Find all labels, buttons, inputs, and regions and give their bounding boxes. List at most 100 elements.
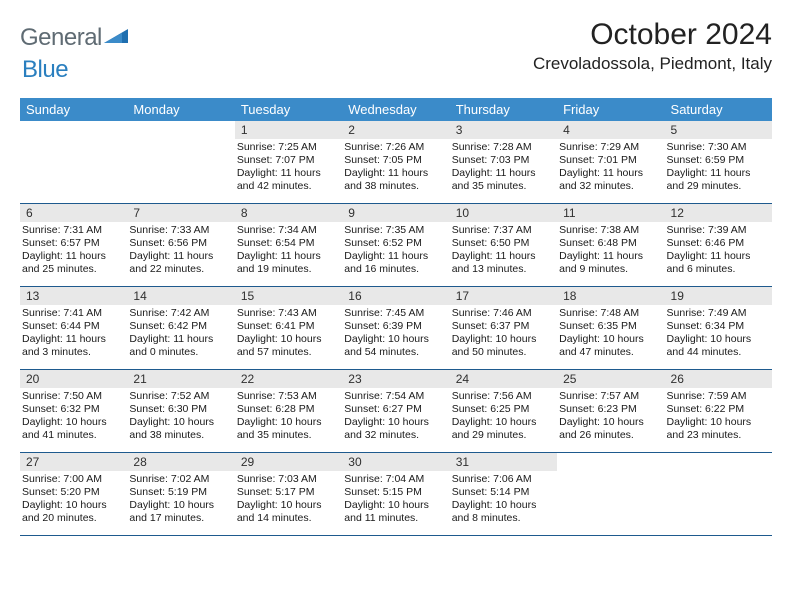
- day-number: 30: [342, 453, 449, 471]
- day-number: 4: [557, 121, 664, 139]
- daylight-line-2: and 11 minutes.: [344, 512, 445, 525]
- sunrise-line: Sunrise: 7:42 AM: [129, 307, 230, 320]
- sunset-line: Sunset: 7:03 PM: [452, 154, 553, 167]
- day-number: 18: [557, 287, 664, 305]
- sunrise-line: Sunrise: 7:43 AM: [237, 307, 338, 320]
- sunset-line: Sunset: 6:34 PM: [667, 320, 768, 333]
- day-cell: 29Sunrise: 7:03 AMSunset: 5:17 PMDayligh…: [235, 453, 342, 535]
- sunrise-line: Sunrise: 7:48 AM: [559, 307, 660, 320]
- day-cell: 20Sunrise: 7:50 AMSunset: 6:32 PMDayligh…: [20, 370, 127, 452]
- daylight-line-1: Daylight: 11 hours: [129, 250, 230, 263]
- sunset-line: Sunset: 5:15 PM: [344, 486, 445, 499]
- sunset-line: Sunset: 6:28 PM: [237, 403, 338, 416]
- sunset-line: Sunset: 6:22 PM: [667, 403, 768, 416]
- logo: General: [20, 24, 130, 52]
- sunrise-line: Sunrise: 7:30 AM: [667, 141, 768, 154]
- day-cell: 8Sunrise: 7:34 AMSunset: 6:54 PMDaylight…: [235, 204, 342, 286]
- day-cell: 30Sunrise: 7:04 AMSunset: 5:15 PMDayligh…: [342, 453, 449, 535]
- daylight-line-1: Daylight: 11 hours: [237, 167, 338, 180]
- day-content: Sunrise: 7:57 AMSunset: 6:23 PMDaylight:…: [557, 388, 664, 445]
- sunset-line: Sunset: 6:54 PM: [237, 237, 338, 250]
- sunset-line: Sunset: 6:52 PM: [344, 237, 445, 250]
- daylight-line-2: and 42 minutes.: [237, 180, 338, 193]
- sunrise-line: Sunrise: 7:53 AM: [237, 390, 338, 403]
- daylight-line-2: and 32 minutes.: [559, 180, 660, 193]
- day-cell: 10Sunrise: 7:37 AMSunset: 6:50 PMDayligh…: [450, 204, 557, 286]
- day-number: 11: [557, 204, 664, 222]
- day-number: 1: [235, 121, 342, 139]
- day-content: Sunrise: 7:34 AMSunset: 6:54 PMDaylight:…: [235, 222, 342, 279]
- daylight-line-1: Daylight: 10 hours: [22, 499, 123, 512]
- daylight-line-1: Daylight: 10 hours: [129, 416, 230, 429]
- day-cell: 14Sunrise: 7:42 AMSunset: 6:42 PMDayligh…: [127, 287, 234, 369]
- day-content: Sunrise: 7:43 AMSunset: 6:41 PMDaylight:…: [235, 305, 342, 362]
- daylight-line-2: and 3 minutes.: [22, 346, 123, 359]
- day-cell: 25Sunrise: 7:57 AMSunset: 6:23 PMDayligh…: [557, 370, 664, 452]
- dow-thursday: Thursday: [450, 98, 557, 121]
- day-cell: 21Sunrise: 7:52 AMSunset: 6:30 PMDayligh…: [127, 370, 234, 452]
- day-content: Sunrise: 7:52 AMSunset: 6:30 PMDaylight:…: [127, 388, 234, 445]
- sunset-line: Sunset: 6:46 PM: [667, 237, 768, 250]
- day-number: 23: [342, 370, 449, 388]
- day-cell: 26Sunrise: 7:59 AMSunset: 6:22 PMDayligh…: [665, 370, 772, 452]
- day-number: 12: [665, 204, 772, 222]
- daylight-line-1: Daylight: 11 hours: [22, 250, 123, 263]
- daylight-line-2: and 44 minutes.: [667, 346, 768, 359]
- daylight-line-2: and 22 minutes.: [129, 263, 230, 276]
- day-cell: 28Sunrise: 7:02 AMSunset: 5:19 PMDayligh…: [127, 453, 234, 535]
- sunset-line: Sunset: 6:50 PM: [452, 237, 553, 250]
- daylight-line-1: Daylight: 10 hours: [344, 333, 445, 346]
- daylight-line-2: and 35 minutes.: [452, 180, 553, 193]
- day-number: 5: [665, 121, 772, 139]
- day-content: Sunrise: 7:03 AMSunset: 5:17 PMDaylight:…: [235, 471, 342, 528]
- daylight-line-1: Daylight: 10 hours: [344, 416, 445, 429]
- sunrise-line: Sunrise: 7:25 AM: [237, 141, 338, 154]
- day-cell: 24Sunrise: 7:56 AMSunset: 6:25 PMDayligh…: [450, 370, 557, 452]
- daylight-line-1: Daylight: 11 hours: [452, 250, 553, 263]
- day-cell: 17Sunrise: 7:46 AMSunset: 6:37 PMDayligh…: [450, 287, 557, 369]
- sunset-line: Sunset: 5:14 PM: [452, 486, 553, 499]
- sunrise-line: Sunrise: 7:28 AM: [452, 141, 553, 154]
- sunrise-line: Sunrise: 7:26 AM: [344, 141, 445, 154]
- day-content: Sunrise: 7:46 AMSunset: 6:37 PMDaylight:…: [450, 305, 557, 362]
- week-row: ..1Sunrise: 7:25 AMSunset: 7:07 PMDaylig…: [20, 121, 772, 204]
- sunrise-line: Sunrise: 7:35 AM: [344, 224, 445, 237]
- sunrise-line: Sunrise: 7:45 AM: [344, 307, 445, 320]
- daylight-line-2: and 29 minutes.: [667, 180, 768, 193]
- day-content: Sunrise: 7:56 AMSunset: 6:25 PMDaylight:…: [450, 388, 557, 445]
- day-number: 24: [450, 370, 557, 388]
- day-content: Sunrise: 7:28 AMSunset: 7:03 PMDaylight:…: [450, 139, 557, 196]
- sunrise-line: Sunrise: 7:39 AM: [667, 224, 768, 237]
- day-number: 28: [127, 453, 234, 471]
- daylight-line-2: and 32 minutes.: [344, 429, 445, 442]
- sunset-line: Sunset: 7:05 PM: [344, 154, 445, 167]
- day-number: 14: [127, 287, 234, 305]
- day-cell: .: [127, 121, 234, 203]
- week-row: 13Sunrise: 7:41 AMSunset: 6:44 PMDayligh…: [20, 287, 772, 370]
- daylight-line-1: Daylight: 10 hours: [237, 499, 338, 512]
- week-row: 20Sunrise: 7:50 AMSunset: 6:32 PMDayligh…: [20, 370, 772, 453]
- daylight-line-1: Daylight: 11 hours: [22, 333, 123, 346]
- sunset-line: Sunset: 5:17 PM: [237, 486, 338, 499]
- daylight-line-2: and 54 minutes.: [344, 346, 445, 359]
- day-number: 22: [235, 370, 342, 388]
- day-cell: 1Sunrise: 7:25 AMSunset: 7:07 PMDaylight…: [235, 121, 342, 203]
- calendar-grid: Sunday Monday Tuesday Wednesday Thursday…: [20, 98, 772, 536]
- day-cell: 2Sunrise: 7:26 AMSunset: 7:05 PMDaylight…: [342, 121, 449, 203]
- day-content: Sunrise: 7:45 AMSunset: 6:39 PMDaylight:…: [342, 305, 449, 362]
- sunrise-line: Sunrise: 7:41 AM: [22, 307, 123, 320]
- sunset-line: Sunset: 6:59 PM: [667, 154, 768, 167]
- sunset-line: Sunset: 6:56 PM: [129, 237, 230, 250]
- day-number: 29: [235, 453, 342, 471]
- day-cell: 19Sunrise: 7:49 AMSunset: 6:34 PMDayligh…: [665, 287, 772, 369]
- sunset-line: Sunset: 7:01 PM: [559, 154, 660, 167]
- weeks-container: ..1Sunrise: 7:25 AMSunset: 7:07 PMDaylig…: [20, 121, 772, 536]
- sunrise-line: Sunrise: 7:56 AM: [452, 390, 553, 403]
- daylight-line-2: and 29 minutes.: [452, 429, 553, 442]
- day-cell: 18Sunrise: 7:48 AMSunset: 6:35 PMDayligh…: [557, 287, 664, 369]
- sunrise-line: Sunrise: 7:31 AM: [22, 224, 123, 237]
- sunset-line: Sunset: 6:39 PM: [344, 320, 445, 333]
- day-content: Sunrise: 7:31 AMSunset: 6:57 PMDaylight:…: [20, 222, 127, 279]
- day-cell: 11Sunrise: 7:38 AMSunset: 6:48 PMDayligh…: [557, 204, 664, 286]
- logo-word1: General: [20, 24, 102, 52]
